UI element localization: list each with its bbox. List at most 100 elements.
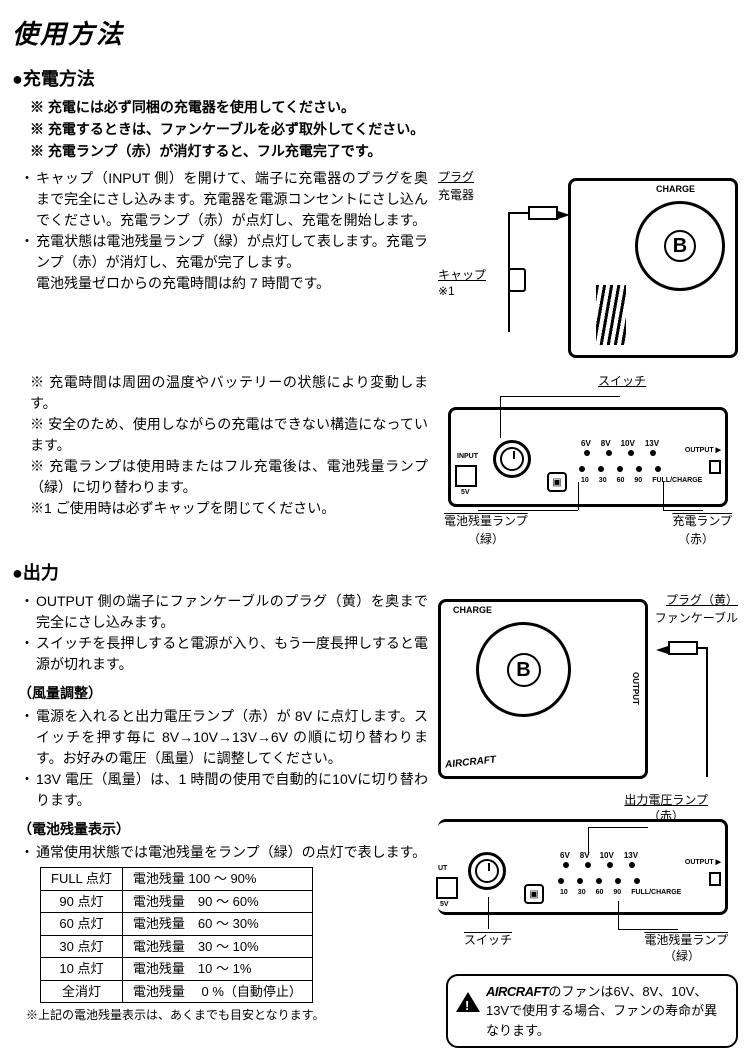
b2-60: 60	[596, 888, 604, 899]
caution-box: AIRCRAFTのファンは6V、8V、10V、13Vで使用する場合、ファンの寿命…	[446, 974, 738, 1049]
b2-30: 30	[578, 888, 586, 899]
caution-icon	[456, 992, 480, 1012]
bt-r1c1: 電池残量 90 ～ 60%	[122, 890, 312, 913]
input-label: INPUT	[457, 452, 478, 463]
batt-row2: 10 30 60 90 FULL/CHARGE	[560, 888, 681, 899]
output-step-1: OUTPUT 側の端子にファンケーブルのプラグ（黄）を奥まで完全にさし込みます。	[36, 591, 428, 633]
bt-r3c0: 30 点灯	[41, 935, 123, 958]
bt-r1c0: 90 点灯	[41, 890, 123, 913]
batt-10: 10	[581, 476, 589, 487]
panel2-diagram: 出力電圧ランプ （赤） UT 5V ▣ OUTPUT ▶ 6V 8V 10V 1…	[438, 797, 738, 967]
fan-small-icon: ▣	[524, 884, 544, 904]
output-port-icon	[709, 460, 721, 474]
cap-icon	[508, 268, 526, 292]
caution-brand: AIRCRAFT	[486, 984, 548, 999]
bt-r5c1: 電池残量 0 %（自動停止）	[122, 980, 312, 1003]
batt-full: FULL/CHARGE	[652, 476, 702, 487]
b2-full: FULL/CHARGE	[631, 888, 681, 899]
charge-extra-2: ※ 安全のため、使用しながらの充電はできない構造になっています。	[30, 414, 428, 456]
aircraft-text: AIRCRAFT	[444, 752, 496, 772]
volt-6v: 6V	[581, 438, 591, 450]
charge-note-3: ※ 充電ランプ（赤）が消灯すると、フル充電完了です。	[30, 141, 738, 162]
volt-8v: 8V	[601, 438, 611, 450]
charge-note-2: ※ 充電するときは、ファンケーブルを必ず取外してください。	[30, 119, 738, 140]
bt-r4c1: 電池残量 10 ～ 1%	[122, 958, 312, 981]
charge-note-1: ※ 充電には必ず同梱の充電器を使用してください。	[30, 97, 738, 118]
plug-yellow-icon	[668, 641, 698, 655]
v2-10v: 10V	[600, 850, 614, 862]
airflow-steps: 電源を入れると出力電圧ランプ（赤）が 8V に点灯します。スイッチを押す毎に 8…	[12, 706, 428, 811]
output-heading: ●出力	[12, 560, 738, 587]
charge-extra-notes: ※ 充電時間は周囲の温度やバッテリーの状態により変動します。 ※ 安全のため、使…	[12, 372, 428, 519]
batt-intro: 通常使用状態では電池残量をランプ（緑）の点灯で表します。	[36, 842, 428, 863]
batt-lamp-color: （緑）	[468, 530, 504, 548]
out-output-text: OUTPUT	[629, 672, 641, 705]
output-port-icon	[709, 872, 721, 886]
voltage-row2: 6V 8V 10V 13V	[560, 850, 638, 862]
airflow-heading: （風量調整）	[12, 683, 428, 704]
bt-r4c0: 10 点灯	[41, 958, 123, 981]
out-charge-text: CHARGE	[453, 604, 492, 618]
v2-13v: 13V	[624, 850, 638, 862]
charge-time-note: 電池残量ゼロからの充電時間は約 7 時間です。	[12, 273, 428, 294]
output-diagram: CHARGE OUTPUT AIRCRAFT プラグ（黄） ファンケーブル	[438, 591, 738, 791]
fan-cable-icon	[706, 647, 708, 777]
charge-lamp-color: （赤）	[678, 530, 714, 548]
charge-notes: ※ 充電には必ず同梱の充電器を使用してください。 ※ 充電するときは、ファンケー…	[12, 97, 738, 162]
page-title: 使用方法	[12, 15, 738, 54]
charge-step-1: キャップ（INPUT 側）を開けて、端子に充電器のプラグを奥まで完全にさし込みま…	[36, 168, 428, 231]
power-button-icon	[493, 440, 531, 478]
charge-diagram: CHARGE プラグ 充電器 キャップ ※1	[438, 168, 738, 368]
batt-footnote: ※上記の電池残量表示は、あくまでも目安となります。	[12, 1006, 428, 1024]
input-5v-2: 5V	[440, 900, 449, 911]
charge-extra-4: ※1 ご使用時は必ずキャップを閉じてください。	[30, 498, 428, 519]
bt-r0c0: FULL 点灯	[41, 868, 123, 891]
charge-extra-1: ※ 充電時間は周囲の温度やバッテリーの状態により変動します。	[30, 372, 428, 414]
bt-r5c0: 全消灯	[41, 980, 123, 1003]
charge-steps: キャップ（INPUT 側）を開けて、端子に充電器のプラグを奥まで完全にさし込みま…	[12, 168, 428, 273]
plug-label: プラグ	[438, 168, 474, 186]
plug-yellow-label: プラグ（黄）	[666, 591, 738, 609]
batt-lamp-color2: （緑）	[664, 947, 700, 965]
output-label: OUTPUT ▶	[685, 446, 721, 457]
bt-r2c1: 電池残量 60 ～ 30%	[122, 913, 312, 936]
charge-lamp-label: 充電ランプ	[672, 512, 732, 530]
batt-60: 60	[617, 476, 625, 487]
airflow-1: 電源を入れると出力電圧ランプ（赤）が 8V に点灯します。スイッチを押す毎に 8…	[36, 706, 428, 769]
panel-diagram: スイッチ INPUT 5V ▣ OUTPUT ▶ 6V 8V 10V 13V	[438, 372, 738, 552]
volt-10v: 10V	[621, 438, 635, 450]
output-label2: OUTPUT ▶	[685, 858, 721, 869]
b2-10: 10	[560, 888, 568, 899]
batt-table: FULL 点灯電池残量 100 ～ 90% 90 点灯電池残量 90 ～ 60%…	[40, 867, 313, 1003]
v2-8v: 8V	[580, 850, 590, 862]
input-label2: UT	[438, 864, 447, 875]
bt-r2c0: 60 点灯	[41, 913, 123, 936]
output-steps: OUTPUT 側の端子にファンケーブルのプラグ（黄）を奥まで完全にさし込みます。…	[12, 591, 428, 675]
charge-heading: ●充電方法	[12, 66, 738, 93]
charge-step-2: 充電状態は電池残量ランプ（緑）が点灯して表します。充電ランプ（赤）が消灯し、充電…	[36, 231, 428, 273]
input-5v: 5V	[461, 488, 470, 499]
power-button-icon	[468, 852, 506, 890]
charger-label: 充電器	[438, 186, 474, 204]
output-step-2: スイッチを長押しすると電源が入り、もう一度長押しすると電源が切れます。	[36, 633, 428, 675]
batt-row: 10 30 60 90 FULL/CHARGE	[581, 476, 702, 487]
b2-90: 90	[613, 888, 621, 899]
v2-6v: 6V	[560, 850, 570, 862]
charge-diagram-charge-text: CHARGE	[656, 183, 695, 197]
fan-icon	[476, 622, 571, 717]
bt-r0c1: 電池残量 100 ～ 90%	[122, 868, 312, 891]
voltage-row: 6V 8V 10V 13V	[581, 438, 659, 450]
plug-icon	[528, 206, 558, 220]
fan-small-icon: ▣	[547, 472, 567, 492]
batt-lamp-label: 電池残量ランプ	[444, 512, 528, 530]
switch-label: スイッチ	[598, 372, 646, 390]
input-port-icon	[455, 465, 477, 487]
batt-90: 90	[634, 476, 642, 487]
fan-cable-label: ファンケーブル	[655, 609, 738, 627]
charge-extra-3: ※ 充電ランプは使用時またはフル充電後は、電池残量ランプ（緑）に切り替わります。	[30, 456, 428, 498]
bt-r3c1: 電池残量 30 ～ 10%	[122, 935, 312, 958]
input-port-icon	[436, 877, 458, 899]
volt-13v: 13V	[645, 438, 659, 450]
fan-icon	[635, 201, 725, 291]
switch-label2: スイッチ	[464, 931, 512, 949]
